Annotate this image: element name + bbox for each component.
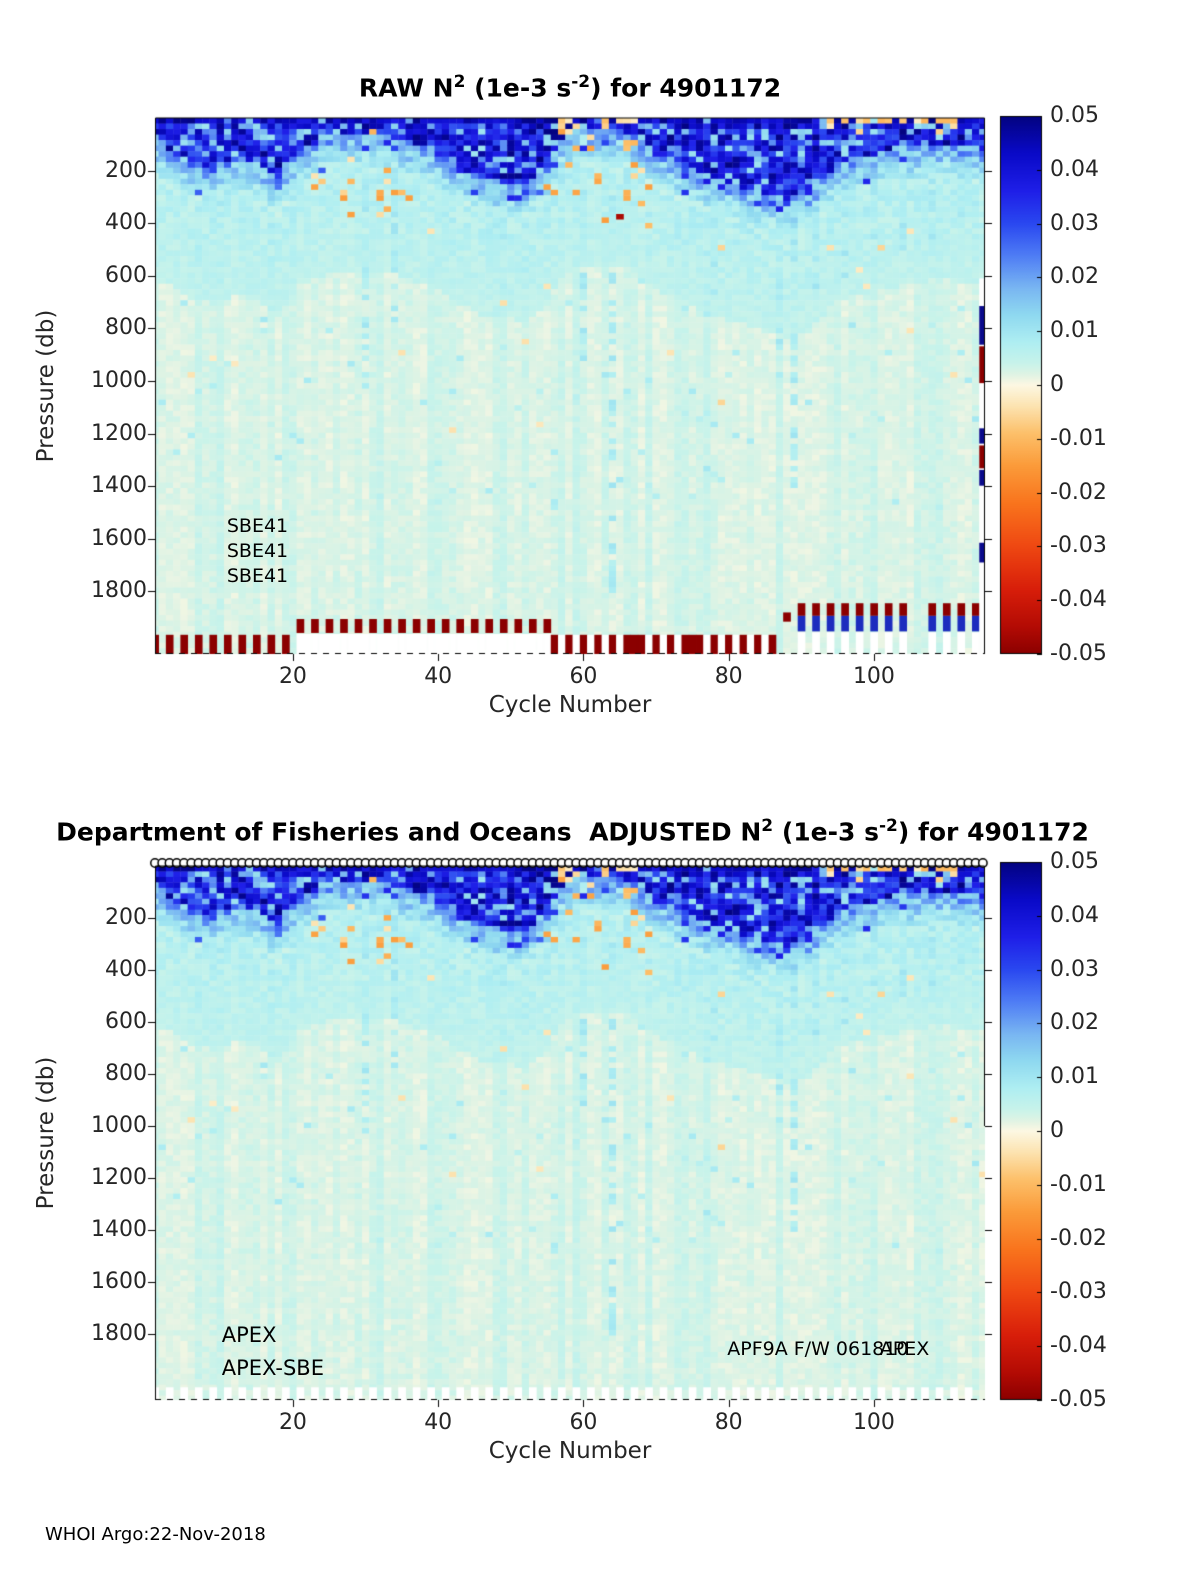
annotation-apf9a-f-w-061810: APF9A F/W 061810 — [727, 1337, 909, 1360]
x-tick-label: 20 — [278, 664, 307, 689]
y-tick-label: 1600 — [91, 1269, 147, 1294]
colorbar-tick-label: -0.01 — [1050, 425, 1107, 451]
y-tick-label: 1200 — [91, 420, 147, 446]
x-tick-label: 60 — [569, 1410, 598, 1435]
colorbar-tick-label: -0.05 — [1050, 641, 1107, 666]
x-tick-label: 80 — [714, 664, 743, 689]
annotation-apex: APEX — [221, 1323, 277, 1348]
x-tick-label: 40 — [424, 1410, 453, 1435]
colorbar-tick-label: -0.03 — [1050, 1279, 1107, 1305]
annotation-sbe41: SBE41 — [226, 515, 289, 538]
title-superscript: 2 — [761, 816, 774, 836]
y-tick-label: 1600 — [91, 525, 147, 551]
annotation-sbe41: SBE41 — [226, 540, 289, 563]
annotation-apex-sbe: APEX-SBE — [221, 1356, 324, 1381]
cycle-axis-label-adjusted: Cycle Number — [488, 1438, 652, 1464]
x-tick-label: 100 — [852, 1410, 895, 1435]
y-tick-label: 1200 — [91, 1165, 147, 1190]
colorbar-tick-label: 0.02 — [1050, 1010, 1099, 1036]
colorbar-tick-label: -0.02 — [1050, 1225, 1107, 1251]
x-tick-label: 20 — [278, 1410, 307, 1435]
colorbar-tick-label: 0.05 — [1050, 103, 1099, 128]
footer-datestamp: WHOI Argo:22-Nov-2018 — [45, 1524, 266, 1545]
colorbar-tick-label: 0 — [1050, 1118, 1064, 1143]
colorbar-tick-label: 0.02 — [1050, 264, 1099, 290]
y-tick-label: 800 — [105, 315, 147, 341]
colorbar-tick-label: 0 — [1050, 372, 1064, 397]
colorbar-tick-label: -0.03 — [1050, 533, 1107, 559]
colorbar-tick-label: 0.04 — [1050, 156, 1099, 182]
y-tick-label: 1400 — [91, 1217, 147, 1242]
x-tick-label: 80 — [714, 1410, 743, 1435]
colorbar-tick-label: 0.05 — [1050, 849, 1099, 874]
y-tick-label: 600 — [105, 262, 147, 288]
y-tick-label: 1800 — [91, 578, 147, 604]
y-tick-label: 400 — [105, 210, 147, 236]
colorbar-tick-label: 0.03 — [1050, 210, 1099, 236]
x-tick-label: 40 — [424, 664, 453, 689]
colorbar-tick-label: -0.04 — [1050, 587, 1107, 613]
y-tick-label: 1400 — [91, 473, 147, 499]
x-tick-label: 60 — [569, 664, 598, 689]
y-tick-label: 800 — [105, 1061, 147, 1086]
y-tick-label: 1800 — [91, 1321, 147, 1346]
y-tick-label: 600 — [105, 1009, 147, 1034]
title-superscript: 2 — [453, 72, 466, 92]
y-tick-label: 200 — [105, 905, 147, 930]
title-superscript: -2 — [571, 72, 591, 92]
colorbar-tick-label: -0.04 — [1050, 1333, 1107, 1359]
colorbar-tick-label: -0.05 — [1050, 1387, 1107, 1412]
y-tick-label: 1000 — [91, 1113, 147, 1138]
colorbar-tick-label: 0.01 — [1050, 1064, 1099, 1090]
annotation-sbe41: SBE41 — [226, 565, 289, 588]
colorbar-tick-label: 0.01 — [1050, 318, 1099, 344]
y-tick-label: 200 — [105, 157, 147, 183]
title-superscript: -2 — [878, 816, 898, 836]
cycle-axis-label-raw: Cycle Number — [488, 692, 652, 718]
annotation-apex: APEX — [879, 1337, 930, 1360]
adjusted-panel-title: Department of Fisheries and Oceans ADJUS… — [56, 816, 1089, 847]
colorbar-tick-label: -0.02 — [1050, 479, 1107, 505]
raw-panel-title: RAW N2 (1e-3 s-2) for 4901172 — [358, 72, 782, 103]
y-tick-label: 1000 — [91, 368, 147, 393]
colorbar-tick-label: 0.04 — [1050, 902, 1099, 928]
colorbar-tick-label: -0.01 — [1050, 1171, 1107, 1197]
x-tick-label: 100 — [852, 664, 895, 689]
colorbar-tick-label: 0.03 — [1050, 956, 1099, 982]
y-tick-label: 400 — [105, 957, 147, 982]
